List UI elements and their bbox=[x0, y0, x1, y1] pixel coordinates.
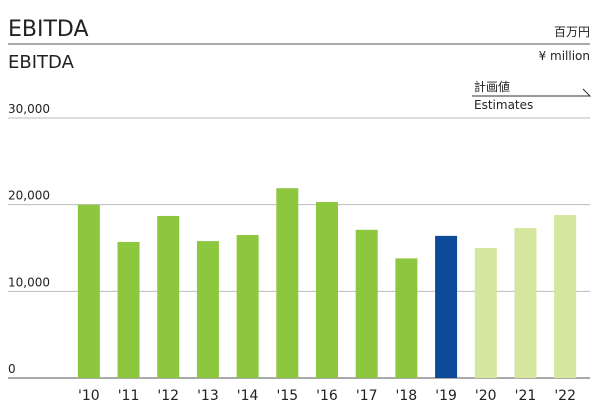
y-tick-label: 10,000 bbox=[8, 275, 50, 289]
x-tick-label: '16 bbox=[316, 388, 338, 403]
chart-subtitle: EBITDA bbox=[8, 52, 75, 73]
bar bbox=[554, 215, 577, 378]
x-tick-label: '10 bbox=[78, 388, 100, 403]
bar bbox=[77, 204, 100, 378]
x-tick-label: '17 bbox=[356, 388, 378, 403]
x-tick-label: '15 bbox=[276, 388, 298, 403]
bar bbox=[276, 188, 299, 378]
x-tick-label: '19 bbox=[435, 388, 457, 403]
bar bbox=[117, 241, 140, 378]
x-tick-label: '22 bbox=[554, 388, 576, 403]
x-tick-label: '14 bbox=[237, 388, 259, 403]
x-tick-label: '21 bbox=[515, 388, 537, 403]
bar bbox=[395, 258, 418, 378]
bar bbox=[474, 248, 497, 378]
unit-label: ¥ million bbox=[539, 49, 590, 63]
estimates-label: Estimates bbox=[474, 98, 533, 112]
estimates-arrow bbox=[472, 88, 592, 97]
bar bbox=[316, 202, 338, 378]
unit-label-ja: 百万円 bbox=[554, 25, 590, 39]
chart-title: EBITDA bbox=[8, 17, 89, 42]
bar bbox=[196, 241, 219, 378]
x-tick-label: '11 bbox=[118, 388, 140, 403]
y-tick-label: 20,000 bbox=[8, 189, 50, 203]
bar bbox=[514, 228, 537, 378]
x-tick-label: '18 bbox=[396, 388, 418, 403]
bar bbox=[355, 229, 378, 378]
y-tick-label: 30,000 bbox=[8, 102, 50, 116]
x-tick-label: '13 bbox=[197, 388, 219, 403]
bar bbox=[157, 215, 180, 378]
x-tick-label: '20 bbox=[475, 388, 497, 403]
bar bbox=[435, 235, 458, 378]
estimates-label-ja: 計画値 bbox=[474, 79, 510, 94]
bar bbox=[236, 235, 259, 378]
y-tick-label: 0 bbox=[8, 362, 16, 376]
x-tick-label: '12 bbox=[157, 388, 179, 403]
